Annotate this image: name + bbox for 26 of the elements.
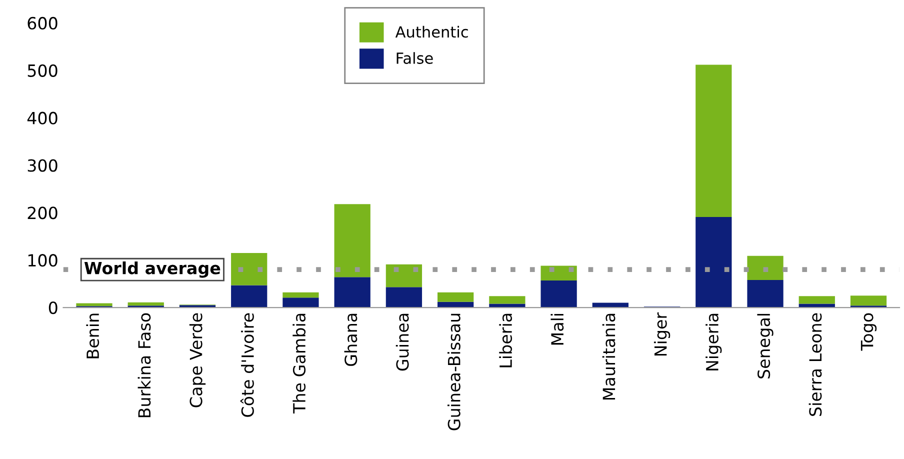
x-tick-label: Guinea xyxy=(396,314,409,371)
x-tick-label: Mali xyxy=(550,314,564,345)
y-tick-label: 600 xyxy=(28,16,58,30)
ref-line-label: World average xyxy=(84,261,220,278)
x-tick-label: Mauritania xyxy=(602,314,616,400)
x-tick-label: Côte d'Ivoire xyxy=(240,313,254,417)
legend-label: False xyxy=(396,52,433,64)
x-tick-label: Guinea-Bissau xyxy=(448,314,460,430)
x-tick-label: Cape Verde xyxy=(189,313,206,408)
y-tick-label: 200 xyxy=(28,206,58,220)
x-tick-label: Senegal xyxy=(757,314,774,378)
y-tick-label: 0 xyxy=(48,301,58,314)
y-tick-label: 300 xyxy=(28,159,58,172)
x-tick-label: The Gambia xyxy=(292,314,306,414)
legend-label: Authentic xyxy=(395,26,468,38)
x-tick-label: Nigeria xyxy=(706,314,722,370)
y-tick-label: 100 xyxy=(28,254,58,267)
x-tick-label: Sierra Leone xyxy=(808,313,822,416)
x-tick-label: Togo xyxy=(860,313,877,351)
x-tick-label: Ghana xyxy=(344,314,358,366)
x-tick-label: Burkina Faso xyxy=(138,313,151,418)
x-tick-label: Niger xyxy=(654,312,670,356)
x-tick-label: Liberia xyxy=(499,314,512,368)
y-tick-label: 400 xyxy=(27,112,58,124)
y-tick-label: 500 xyxy=(28,64,58,77)
x-tick-label: Benin xyxy=(86,314,100,358)
